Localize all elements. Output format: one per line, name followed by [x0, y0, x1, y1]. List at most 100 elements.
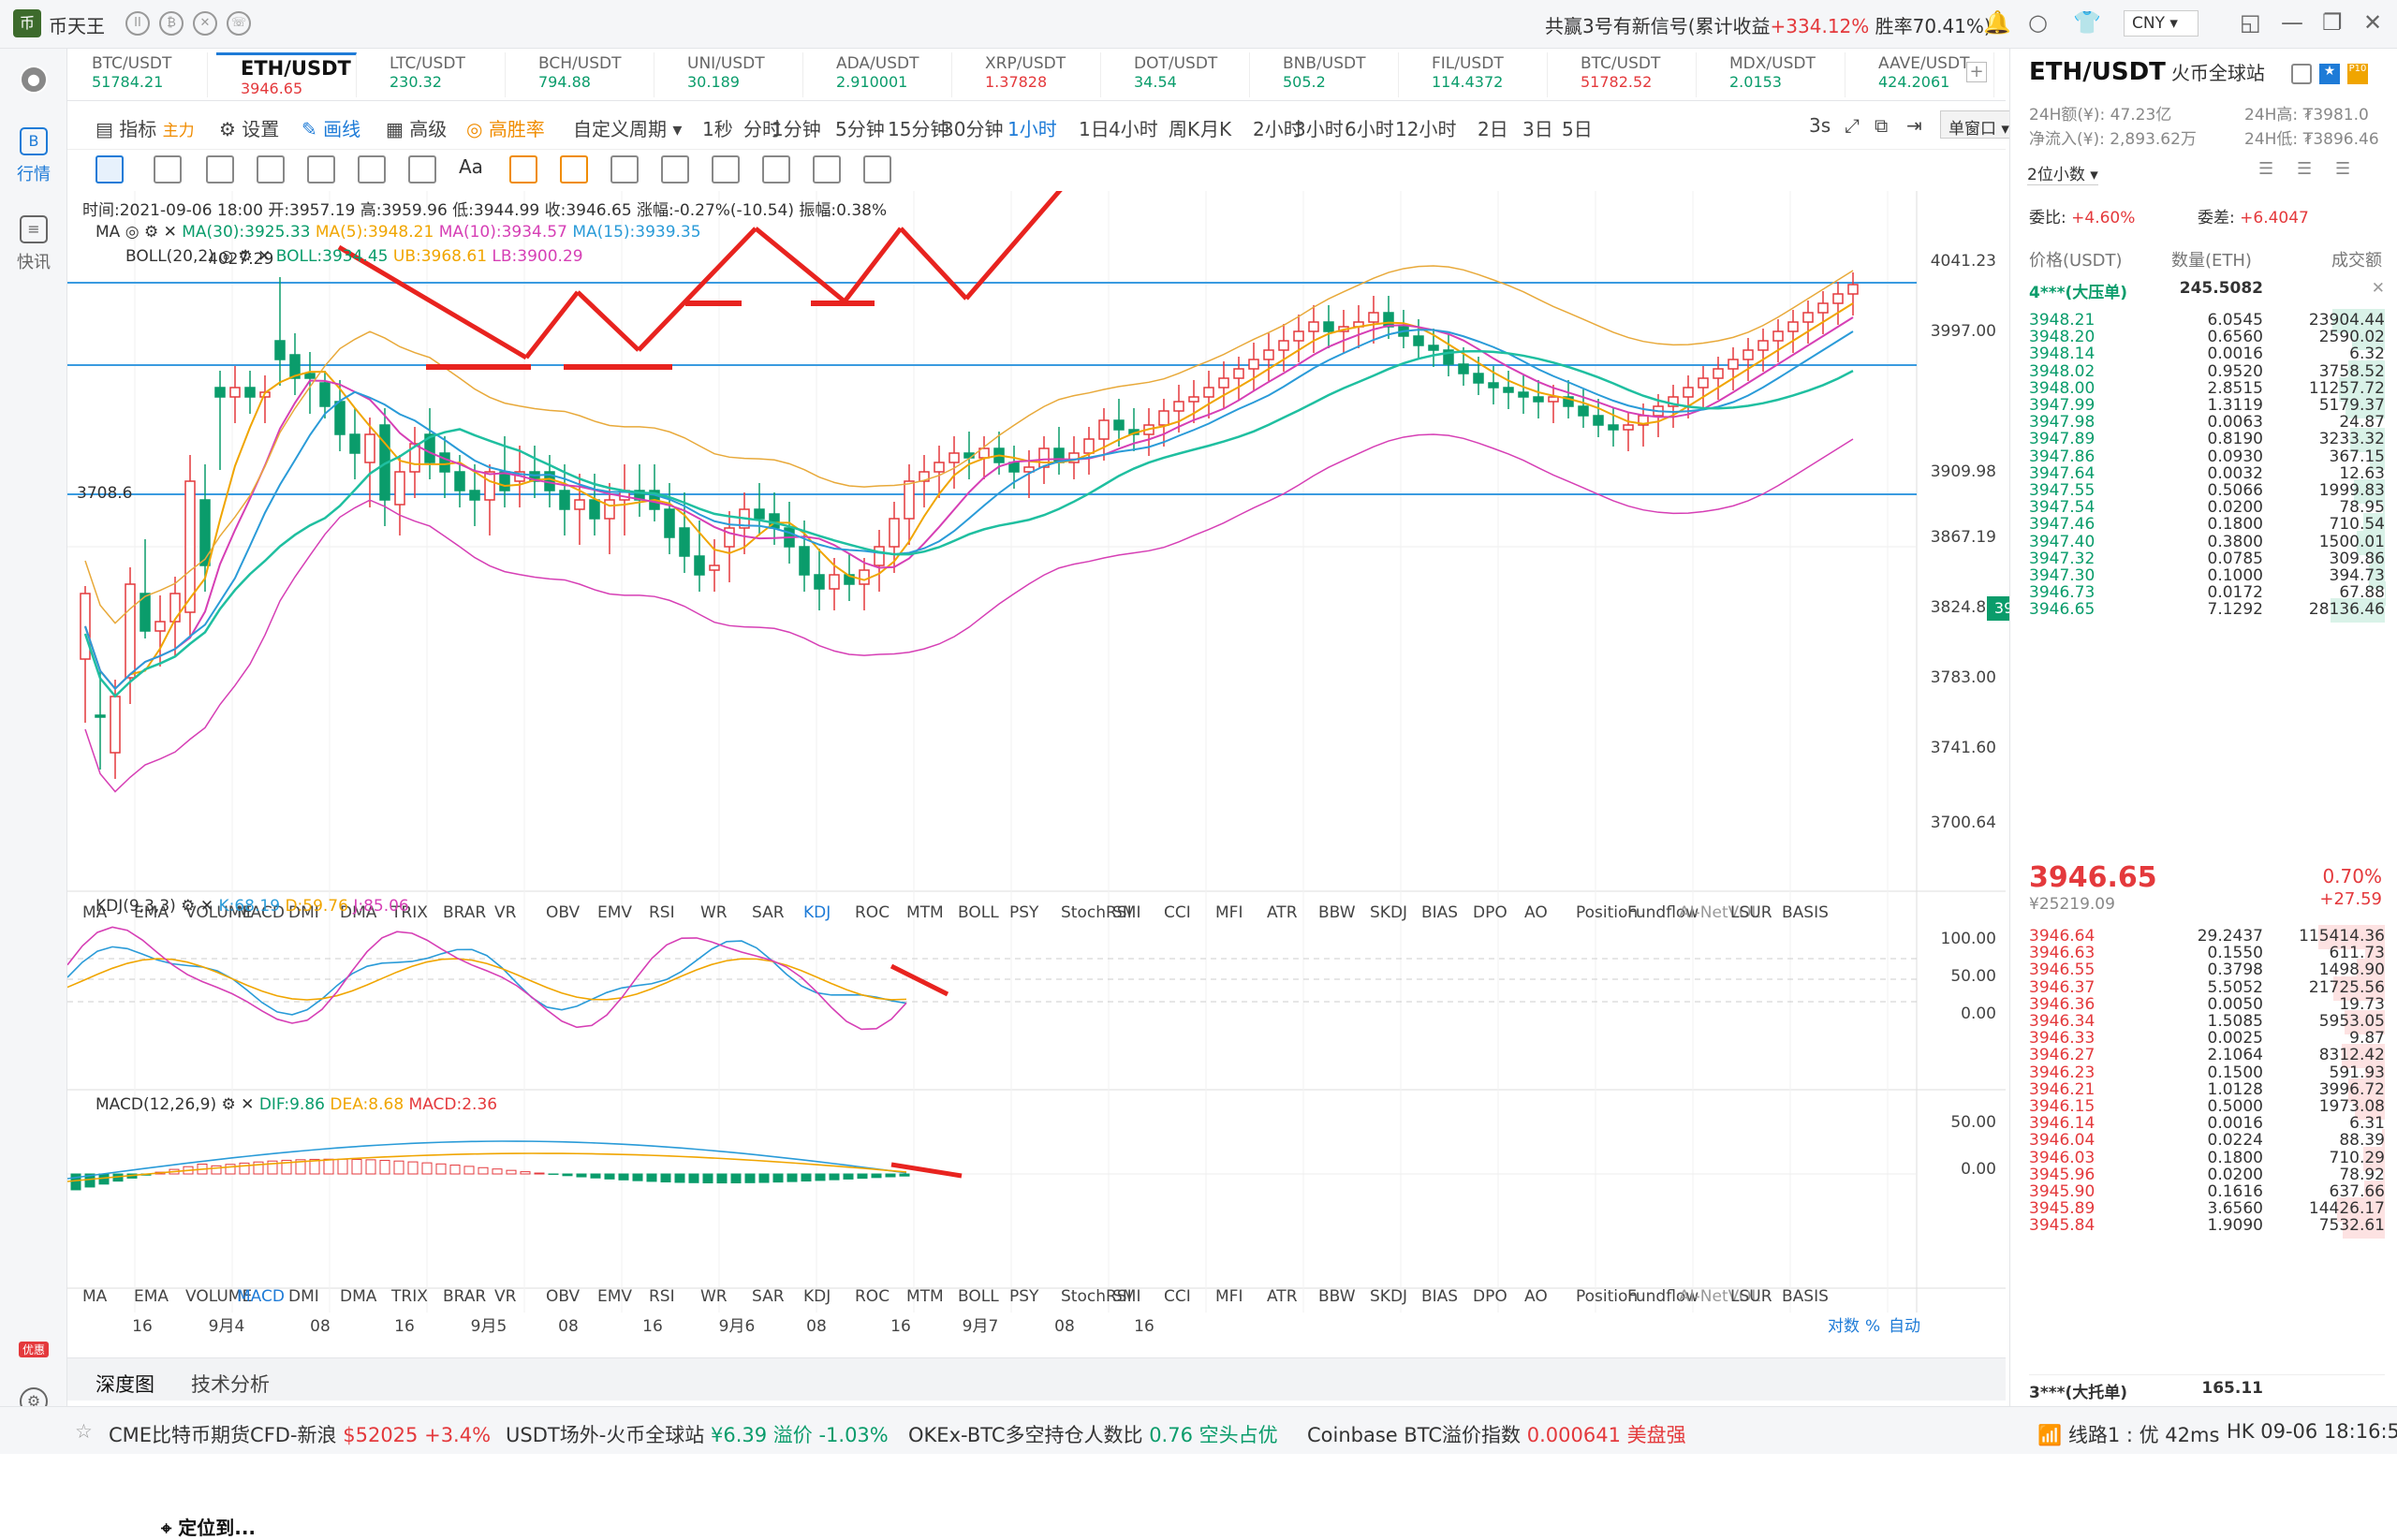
edit-tool[interactable] — [813, 155, 841, 183]
screenshot-icon[interactable]: ⧉ — [1875, 114, 1888, 137]
ticker-item[interactable]: CME比特币期货CFD-新浪 $52025 +3.4% — [109, 1420, 491, 1448]
scale-mode[interactable]: % — [1865, 1317, 1880, 1336]
period-6[interactable]: 1小时 — [1007, 114, 1057, 141]
indicator-wr[interactable]: WR — [700, 903, 728, 922]
crosshair-tool[interactable] — [96, 155, 124, 183]
ticker-item[interactable]: OKEx-BTC多空持仓人数比 0.76 空头占优 — [908, 1420, 1278, 1448]
winrate-button[interactable]: ◎ 高胜率 — [466, 114, 545, 141]
indicator-lsur[interactable]: LSUR — [1730, 1287, 1772, 1306]
indicator-basis[interactable]: BASIS — [1782, 1287, 1829, 1306]
indicator-rsi[interactable]: RSI — [649, 1287, 675, 1306]
promo-icon[interactable]: 优惠 — [0, 1339, 67, 1358]
period-17[interactable]: 5日 — [1562, 114, 1593, 141]
period-2[interactable]: 1分钟 — [772, 114, 821, 141]
period-16[interactable]: 3日 — [1522, 114, 1553, 141]
eraser-tool[interactable] — [610, 155, 639, 183]
home-icon[interactable]: ● — [0, 66, 67, 99]
pen-tool[interactable] — [661, 155, 689, 183]
both-view-icon[interactable]: ☰ — [2297, 159, 2312, 179]
star-icon[interactable]: ☆ — [75, 1420, 93, 1443]
advanced-button[interactable]: ▦ 高级 — [386, 114, 447, 141]
indicator-ma[interactable]: MA — [82, 1287, 108, 1306]
lock-tool[interactable] — [560, 155, 588, 183]
indicator-rsi[interactable]: RSI — [649, 903, 675, 922]
indicator-mfi[interactable]: MFI — [1215, 903, 1243, 922]
buy-view-icon[interactable]: ☰ — [2258, 159, 2273, 179]
layer-tool[interactable] — [762, 155, 790, 183]
draw-button[interactable]: ✎ 画线 — [301, 114, 360, 141]
scale-mode[interactable]: 自动 — [1889, 1317, 1920, 1336]
indicator-mtm[interactable]: MTM — [906, 903, 944, 922]
indicator-kdj[interactable]: KDJ — [803, 903, 831, 922]
line-tool[interactable] — [154, 155, 182, 183]
tab-depth[interactable]: 深度图 — [96, 1370, 154, 1398]
indicator-trix[interactable]: TRIX — [390, 1287, 428, 1306]
period-7[interactable]: 1日 — [1079, 114, 1110, 141]
period-5[interactable]: 30分钟 — [942, 114, 1003, 141]
indicator-skdj[interactable]: SKDJ — [1370, 1287, 1407, 1306]
wave-tool[interactable] — [358, 155, 386, 183]
indicator-obv[interactable]: OBV — [546, 903, 581, 922]
shirt-icon[interactable]: 👕 — [2073, 9, 2101, 36]
indicator-brar[interactable]: BRAR — [443, 1287, 486, 1306]
popout-icon[interactable]: ◱ — [2240, 9, 2261, 36]
minimize-icon[interactable]: — — [2281, 9, 2303, 36]
favorite-icon[interactable]: ★ — [2319, 64, 2340, 84]
period-10[interactable]: 月K — [1200, 114, 1231, 141]
magnet-tool[interactable] — [509, 155, 537, 183]
indicator-ao[interactable]: AO — [1524, 1287, 1548, 1306]
bell-icon[interactable]: 🔔 — [1983, 9, 2011, 36]
settings-button[interactable]: ⚙ 设置 — [219, 114, 279, 141]
indicator-psy[interactable]: PSY — [1009, 1287, 1039, 1306]
indicator-dpo[interactable]: DPO — [1473, 903, 1507, 922]
search-icon[interactable]: ○ — [2028, 9, 2048, 36]
period-12[interactable]: 3小时 — [1294, 114, 1344, 141]
scale-mode[interactable]: 对数 — [1828, 1317, 1860, 1336]
indicator-dmi[interactable]: DMI — [288, 1287, 319, 1306]
indicator-smi[interactable]: SMI — [1112, 1287, 1140, 1306]
indicator-skdj[interactable]: SKDJ — [1370, 903, 1407, 922]
interval-label[interactable]: 3s — [1809, 114, 1831, 137]
indicator-basis[interactable]: BASIS — [1782, 903, 1829, 922]
measure-tool[interactable] — [408, 155, 436, 183]
ticker-item[interactable]: Coinbase BTC溢价指数 0.000641 美盘强 — [1307, 1420, 1686, 1448]
period-13[interactable]: 6小时 — [1345, 114, 1394, 141]
indicator-atr[interactable]: ATR — [1267, 1287, 1298, 1306]
indicator-sar[interactable]: SAR — [752, 903, 785, 922]
ticker-item[interactable]: USDT场外-火币全球站 ¥6.39 溢价 -1.03% — [506, 1420, 889, 1448]
fullscreen-icon[interactable]: ⤢ — [1845, 114, 1860, 137]
indicator-boll[interactable]: BOLL — [958, 1287, 999, 1306]
indicator-bias[interactable]: BIAS — [1421, 1287, 1458, 1306]
phone-icon[interactable]: ☏ — [227, 11, 251, 36]
indicator-ao[interactable]: AO — [1524, 903, 1548, 922]
indicator-bbw[interactable]: BBW — [1318, 1287, 1356, 1306]
angle-tool[interactable] — [257, 155, 285, 183]
indicator-brar[interactable]: BRAR — [443, 903, 486, 922]
period-15[interactable]: 2日 — [1478, 114, 1508, 141]
coin-icon[interactable]: ₿ — [159, 11, 184, 36]
currency-select[interactable]: CNY ▾ — [2124, 10, 2198, 37]
indicator-sar[interactable]: SAR — [752, 1287, 785, 1306]
exit-icon[interactable]: ⇥ — [1906, 114, 1922, 137]
indicator-emv[interactable]: EMV — [597, 903, 632, 922]
indicator-emv[interactable]: EMV — [597, 1287, 632, 1306]
indicator-atr[interactable]: ATR — [1267, 903, 1298, 922]
restore-icon[interactable]: ❐ — [2322, 9, 2343, 36]
alert-icon[interactable] — [2291, 64, 2312, 84]
add-tab-button[interactable]: + — [1966, 62, 1987, 82]
indicator-dma[interactable]: DMA — [340, 1287, 377, 1306]
signal-notice[interactable]: 共赢3号有新信号(累计收益+334.12% 胜率70.41%) — [1545, 11, 1992, 38]
indicator-psy[interactable]: PSY — [1009, 903, 1039, 922]
indicator-roc[interactable]: ROC — [855, 903, 890, 922]
delete-tool[interactable] — [863, 155, 891, 183]
indicator-vr[interactable]: VR — [494, 1287, 517, 1306]
